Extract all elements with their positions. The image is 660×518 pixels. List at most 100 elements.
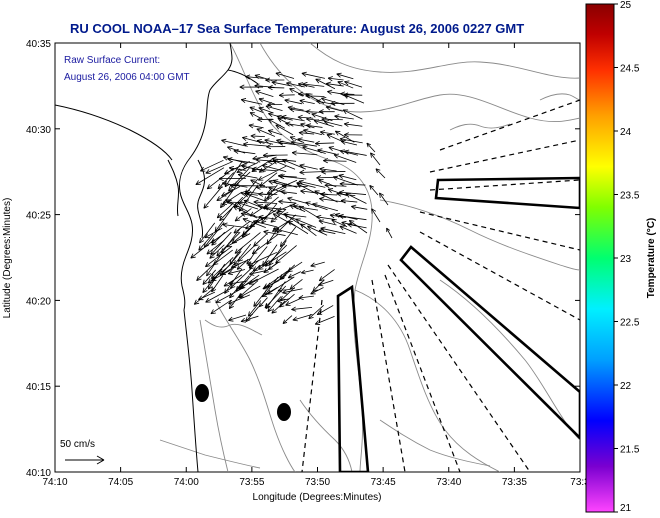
- current-vector: [250, 135, 265, 138]
- current-vector-head: [318, 284, 324, 287]
- current-vector: [339, 150, 359, 156]
- current-vector-head: [262, 284, 267, 290]
- current-vector: [341, 140, 358, 146]
- x-tick-label: 73:55: [239, 477, 264, 488]
- current-vector-head: [282, 289, 287, 294]
- current-vector-head: [320, 193, 326, 197]
- current-vector-head: [305, 202, 310, 207]
- current-vector-head: [235, 219, 241, 222]
- current-vector-head: [234, 262, 239, 266]
- current-vector: [349, 220, 368, 234]
- current-vector-head: [216, 199, 222, 201]
- current-vector-head: [347, 222, 353, 225]
- current-vector: [250, 203, 269, 217]
- current-vector-head: [238, 284, 242, 289]
- current-vector-head: [300, 188, 306, 192]
- current-vector-head: [351, 204, 357, 207]
- current-vector-head: [239, 283, 244, 289]
- x-tick-label: 74:10: [42, 477, 67, 488]
- current-vector: [297, 138, 315, 143]
- current-vector-head: [319, 198, 324, 202]
- current-vector: [296, 183, 317, 194]
- current-vector-head: [303, 129, 308, 134]
- current-vector: [259, 172, 278, 187]
- current-vector-head: [298, 205, 302, 211]
- current-vector-head: [341, 222, 346, 226]
- current-vector-head: [256, 128, 261, 133]
- current-vector-head: [291, 309, 297, 312]
- current-vector: [306, 118, 324, 122]
- current-vector: [339, 191, 367, 195]
- current-vector: [238, 184, 259, 212]
- current-vector-head: [227, 201, 232, 205]
- current-vector-head: [251, 249, 255, 255]
- current-vector: [268, 87, 285, 89]
- current-vector: [375, 168, 386, 179]
- current-vector-head: [339, 191, 344, 196]
- current-vector-head: [202, 279, 205, 285]
- current-vector: [261, 287, 278, 298]
- current-vector-head: [220, 202, 222, 208]
- current-vector: [320, 131, 335, 135]
- current-vector: [333, 154, 357, 163]
- current-vector-head: [267, 293, 273, 295]
- current-vector-head: [253, 269, 259, 272]
- current-vector-head: [268, 186, 274, 188]
- current-vector-head: [264, 305, 270, 309]
- current-vector-head: [278, 201, 283, 205]
- current-vector-head: [265, 77, 271, 81]
- current-vector-head: [268, 119, 272, 124]
- current-vector: [258, 107, 274, 114]
- current-vector: [351, 206, 368, 210]
- current-vector-head: [265, 264, 271, 267]
- current-vector: [238, 280, 259, 299]
- current-vector-head: [262, 260, 264, 266]
- current-vector-head: [320, 130, 326, 133]
- current-vector: [279, 94, 295, 96]
- x-tick-label: 74:05: [108, 477, 133, 488]
- current-vector: [224, 161, 243, 188]
- current-vector-head: [264, 198, 270, 202]
- current-vector-head: [289, 287, 296, 290]
- current-vector-head: [316, 100, 321, 105]
- current-vector: [249, 106, 264, 114]
- current-vector-head: [313, 120, 318, 125]
- current-vector: [321, 118, 343, 121]
- current-vector-head: [315, 143, 320, 146]
- current-vector-head: [206, 249, 210, 255]
- current-vector-head: [275, 71, 281, 74]
- current-vector-head: [190, 256, 196, 259]
- current-vector-head: [252, 266, 257, 271]
- current-vector-head: [216, 251, 219, 257]
- current-vector-head: [331, 219, 336, 225]
- current-vector-head: [327, 91, 332, 95]
- current-vector: [193, 287, 215, 305]
- current-vector-head: [263, 152, 268, 156]
- current-vector-head: [298, 83, 303, 88]
- current-vector-head: [265, 79, 271, 83]
- current-vector-head: [254, 85, 260, 89]
- current-vector-head: [259, 184, 266, 187]
- current-vector-head: [216, 196, 220, 201]
- current-vector: [262, 164, 287, 173]
- current-vector: [214, 208, 233, 232]
- current-vector-head: [268, 113, 273, 118]
- colorbar-ticks: 25 24.5 24 23.5 23 22.5 22 21.5 21: [614, 0, 640, 514]
- current-vector: [302, 83, 325, 87]
- current-vector-head: [279, 305, 285, 308]
- current-vector-head: [254, 83, 260, 86]
- current-vector: [280, 226, 297, 247]
- current-vector: [298, 83, 315, 88]
- current-vector-head: [289, 88, 293, 93]
- current-vector: [295, 218, 317, 228]
- current-vector-head: [228, 186, 231, 192]
- y-tick-label: 40:30: [26, 125, 51, 136]
- current-vector-head: [234, 181, 237, 187]
- current-vector: [250, 179, 268, 189]
- current-vector-head: [301, 72, 307, 77]
- current-vector-head: [334, 130, 339, 136]
- current-vector-head: [210, 312, 216, 315]
- current-vector-head: [281, 116, 286, 120]
- current-vector-head: [211, 276, 215, 281]
- current-vector-head: [306, 116, 312, 120]
